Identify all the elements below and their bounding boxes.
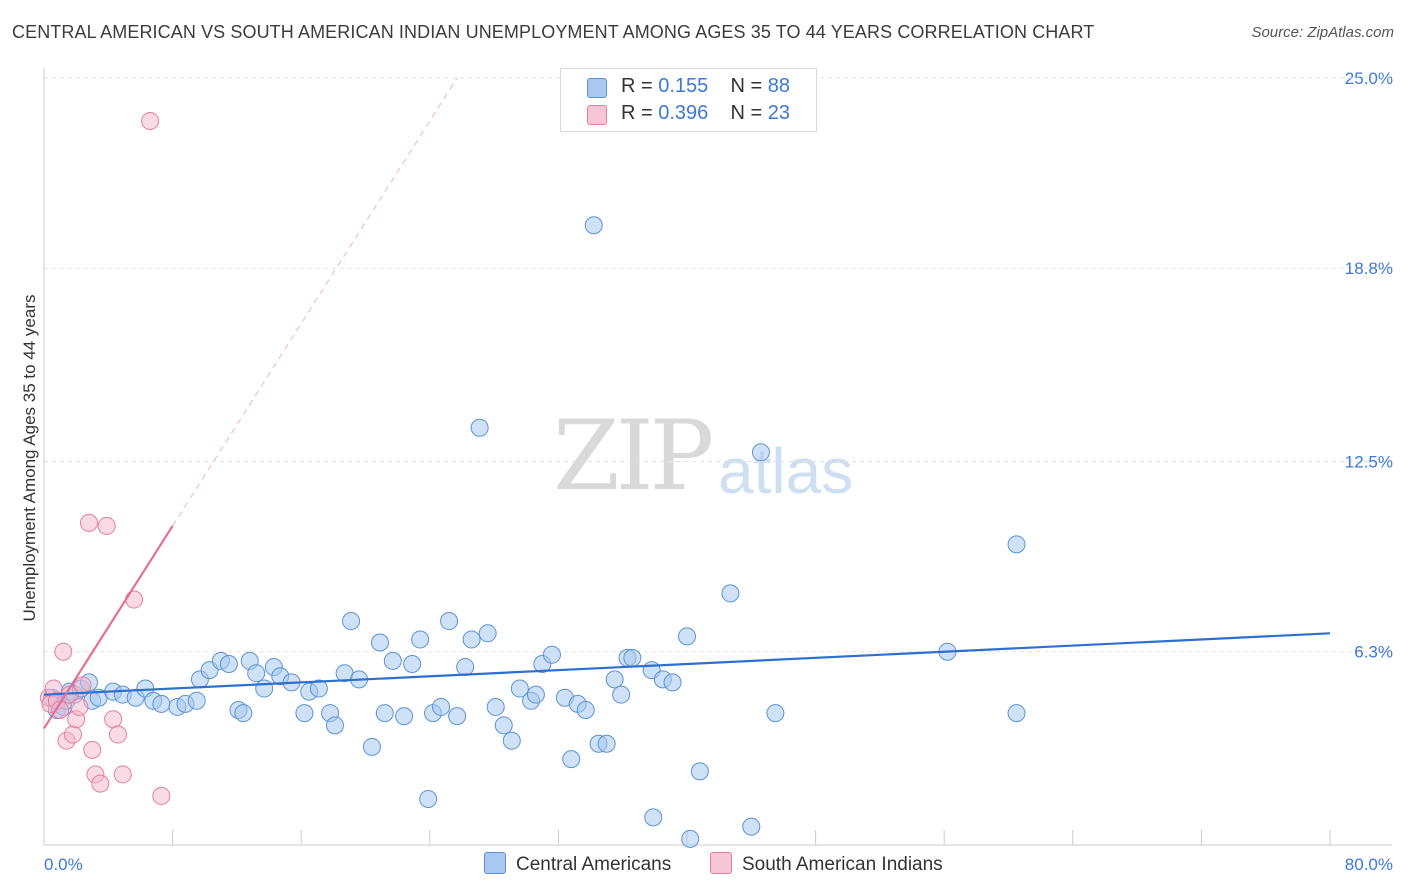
- south-american-indians-point: [73, 676, 92, 695]
- central-americans-trend-line: [43, 632, 1331, 696]
- x-tick-label-min: 0.0%: [44, 855, 83, 874]
- central-americans-point: [605, 670, 624, 689]
- watermark-zip: ZIP: [553, 400, 714, 512]
- central-americans-point: [462, 630, 481, 649]
- central-americans-point: [597, 734, 616, 753]
- central-americans-point: [584, 216, 603, 235]
- y-tick-label: 6.3%: [1354, 643, 1393, 662]
- central-americans-point: [470, 418, 489, 437]
- central-americans-point: [742, 817, 761, 836]
- central-americans-point: [219, 654, 238, 673]
- south-american-indians-point: [125, 590, 144, 609]
- central-americans-point: [448, 707, 467, 726]
- central-americans-point: [383, 651, 402, 670]
- series-name-central-americans: Central Americans: [516, 854, 672, 875]
- south-american-indians-point: [91, 774, 110, 793]
- central-americans-point: [309, 679, 328, 698]
- central-americans-point: [440, 612, 459, 631]
- central-americans-point: [478, 624, 497, 643]
- watermark-atlas: atlas: [718, 435, 854, 507]
- central-americans-point: [526, 685, 545, 704]
- south-american-indians-point: [152, 786, 171, 805]
- central-americans-point: [576, 701, 595, 720]
- central-americans-point: [255, 679, 274, 698]
- south-american-indians-point: [63, 725, 82, 744]
- legend-swatch-pink: [587, 105, 607, 125]
- central-americans-point: [342, 612, 361, 631]
- south-american-indians-point: [97, 516, 116, 535]
- y-tick-label: 12.5%: [1345, 453, 1393, 472]
- central-americans-point: [623, 648, 642, 667]
- central-americans-point: [690, 762, 709, 781]
- central-americans-point: [234, 704, 253, 723]
- source-label: Source: ZipAtlas.com: [1251, 24, 1394, 41]
- central-americans-point: [375, 704, 394, 723]
- central-americans-point: [362, 737, 381, 756]
- central-americans-point: [494, 716, 513, 735]
- central-americans-point: [456, 658, 475, 677]
- south-american-indians-point: [70, 697, 89, 716]
- legend-r-value: 0.155: [658, 75, 709, 97]
- south-american-indians-point: [108, 725, 127, 744]
- central-americans-point: [562, 750, 581, 769]
- y-tick-label: 25.0%: [1345, 69, 1393, 88]
- y-tick-label: 18.8%: [1345, 259, 1393, 278]
- central-americans-point: [612, 685, 631, 704]
- central-americans-point: [370, 633, 389, 652]
- series-legend-south-american-indians: South American Indians: [710, 852, 943, 876]
- legend-n-value: 23: [767, 102, 791, 124]
- south-american-indians-trend-line: [43, 525, 174, 730]
- central-americans-point: [403, 654, 422, 673]
- legend-n-value: 88: [767, 75, 791, 97]
- central-americans-point: [411, 630, 430, 649]
- central-americans-point: [295, 704, 314, 723]
- series-name-south-american-indians: South American Indians: [742, 854, 943, 875]
- legend-swatch-blue: [587, 78, 607, 98]
- x-tick-label-max: 80.0%: [1345, 855, 1393, 874]
- south-american-indians-point: [113, 765, 132, 784]
- central-americans-point: [1007, 535, 1026, 554]
- central-americans-point: [1007, 704, 1026, 723]
- correlation-legend: R = 0.155 N = 88 R = 0.396 N = 23: [560, 68, 817, 132]
- legend-n-label: N =: [730, 75, 763, 97]
- series-swatch-blue: [484, 852, 506, 874]
- central-americans-point: [644, 808, 663, 827]
- central-americans-point: [751, 443, 770, 462]
- central-americans-point: [247, 664, 266, 683]
- south-american-indians-point: [80, 513, 99, 532]
- south-american-indians-point: [83, 740, 102, 759]
- south-american-indians-point: [141, 111, 160, 130]
- pink-trend-extension: [172, 77, 458, 527]
- central-americans-point: [395, 707, 414, 726]
- central-americans-point: [325, 716, 344, 735]
- south-american-indians-point: [54, 642, 73, 661]
- legend-n-label: N =: [730, 102, 763, 124]
- central-americans-point: [432, 697, 451, 716]
- central-americans-point: [721, 584, 740, 603]
- legend-r-label: R =: [621, 75, 653, 97]
- central-americans-point: [542, 645, 561, 664]
- central-americans-point: [663, 673, 682, 692]
- legend-r-label: R =: [621, 102, 653, 124]
- central-americans-point: [766, 704, 785, 723]
- central-americans-point: [510, 679, 529, 698]
- central-americans-point: [187, 691, 206, 710]
- central-americans-point: [681, 829, 700, 848]
- central-americans-point: [419, 789, 438, 808]
- south-american-indians-point: [104, 710, 123, 729]
- legend-r-value: 0.396: [658, 102, 709, 124]
- central-americans-point: [152, 694, 171, 713]
- central-americans-point: [486, 697, 505, 716]
- chart-title: CENTRAL AMERICAN VS SOUTH AMERICAN INDIA…: [12, 22, 1095, 42]
- series-swatch-pink: [710, 852, 732, 874]
- series-legend-central-americans: Central Americans: [484, 852, 671, 876]
- central-americans-point: [502, 731, 521, 750]
- central-americans-point: [678, 627, 696, 646]
